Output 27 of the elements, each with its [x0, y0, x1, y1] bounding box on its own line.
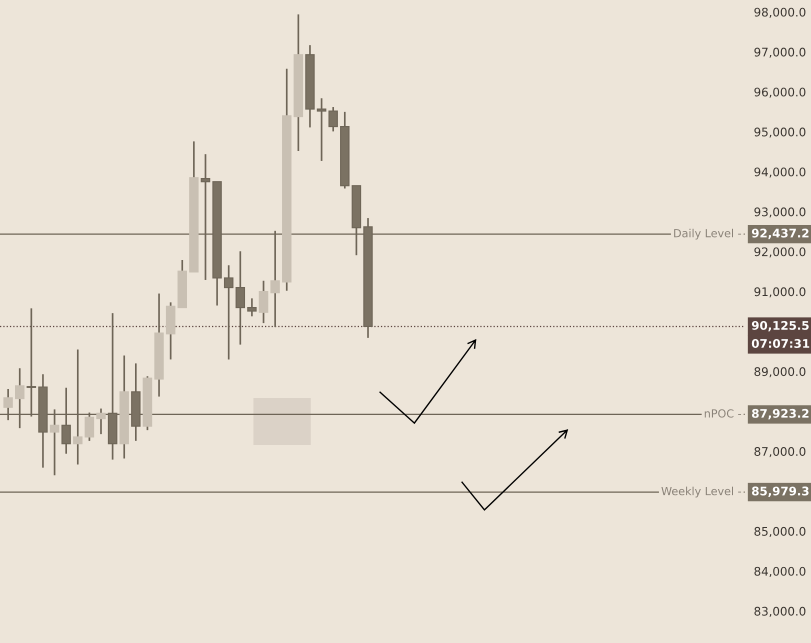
candlestick	[236, 250, 246, 346]
y-tick-label: 89,000.0	[754, 367, 806, 378]
text: 87,923.2	[752, 408, 808, 420]
y-tick-label: 91,000.0	[754, 287, 806, 298]
candlestick	[247, 298, 257, 318]
text: 85,979.3	[752, 486, 809, 497]
y-tick-label: 84,000.0	[754, 566, 806, 577]
ref-line-label: Daily Level -	[674, 228, 742, 240]
y-tick-label: 94,000.0	[754, 167, 806, 178]
y-tick-label: 87,000.0	[754, 447, 806, 458]
text: 07:07:31	[752, 339, 810, 348]
text: 90,125.5	[752, 320, 809, 332]
y-tick-label: 97,000.0	[754, 48, 806, 58]
candlestick	[328, 106, 338, 132]
ref-line-label: Weekly Level -	[661, 486, 742, 498]
candlestick	[224, 264, 234, 360]
y-tick-label: 85,000.0	[754, 526, 806, 538]
y-tick-label: 95,000.0	[754, 128, 806, 138]
text: 92,437.2	[752, 228, 808, 240]
candlestick	[316, 97, 326, 162]
candlestick	[258, 280, 268, 324]
y-tick-label: 83,000.0	[754, 606, 806, 617]
y-tick-label: 98,000.0	[754, 8, 806, 18]
y-tick-label: 92,000.0	[754, 247, 806, 258]
y-tick-label: 93,000.0	[754, 207, 806, 218]
y-tick-label: 96,000.0	[754, 88, 806, 98]
ref-line-label: nPOC -	[704, 409, 742, 418]
